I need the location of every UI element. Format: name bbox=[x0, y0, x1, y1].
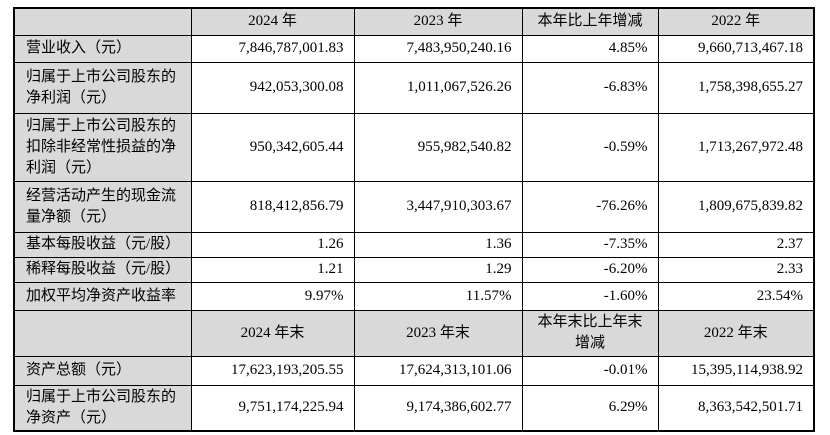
value-2023: 1,011,067,526.26 bbox=[353, 61, 523, 114]
section1-header-row: 2024 年 2023 年 本年比上年增减 2022 年 bbox=[13, 7, 815, 36]
value-2022: 1,809,675,839.82 bbox=[657, 180, 815, 233]
table-row: 经营活动产生的现金流 量净额（元） 818,412,856.79 3,447,9… bbox=[13, 180, 815, 233]
row-label: 基本每股收益（元/股） bbox=[13, 231, 192, 258]
table-row: 基本每股收益（元/股） 1.26 1.36 -7.35% 2.37 bbox=[13, 231, 815, 258]
table-row: 营业收入（元） 7,846,787,001.83 7,483,950,240.1… bbox=[13, 34, 815, 63]
value-2023: 955,982,540.82 bbox=[353, 112, 523, 182]
value-2023: 3,447,910,303.67 bbox=[353, 180, 523, 233]
value-2022: 15,395,114,938.92 bbox=[657, 355, 815, 386]
row-label: 资产总额（元） bbox=[13, 355, 192, 386]
value-2024: 1.21 bbox=[190, 256, 355, 283]
value-2024: 950,342,605.44 bbox=[190, 112, 355, 182]
value-2024: 9.97% bbox=[190, 281, 355, 311]
row-label: 加权平均净资产收益率 bbox=[13, 281, 192, 311]
value-2022: 23.54% bbox=[657, 281, 815, 311]
table-row: 归属于上市公司股东的 扣除非经常性损益的净 利润（元） 950,342,605.… bbox=[13, 112, 815, 182]
corner-cell bbox=[13, 7, 192, 36]
col-header-2024: 2024 年 bbox=[190, 7, 355, 36]
col-header-2023-end: 2023 年末 bbox=[353, 309, 523, 357]
value-change: -76.26% bbox=[521, 180, 659, 233]
value-2024: 7,846,787,001.83 bbox=[190, 34, 355, 63]
corner-cell bbox=[13, 309, 192, 357]
table-row: 归属于上市公司股东的 净资产（元） 9,751,174,225.94 9,174… bbox=[13, 384, 815, 432]
section2-header-row: 2024 年末 2023 年末 本年末比上年末 增减 2022 年末 bbox=[13, 309, 815, 357]
value-2024: 17,623,193,205.55 bbox=[190, 355, 355, 386]
value-2023: 11.57% bbox=[353, 281, 523, 311]
value-2023: 17,624,313,101.06 bbox=[353, 355, 523, 386]
col-header-2024-end: 2024 年末 bbox=[190, 309, 355, 357]
row-label: 归属于上市公司股东的 扣除非经常性损益的净 利润（元） bbox=[13, 112, 192, 182]
row-label: 归属于上市公司股东的 净利润（元） bbox=[13, 61, 192, 114]
value-2024: 9,751,174,225.94 bbox=[190, 384, 355, 432]
table-row: 加权平均净资产收益率 9.97% 11.57% -1.60% 23.54% bbox=[13, 281, 815, 311]
col-header-2023: 2023 年 bbox=[353, 7, 523, 36]
value-2024: 818,412,856.79 bbox=[190, 180, 355, 233]
table-row: 资产总额（元） 17,623,193,205.55 17,624,313,101… bbox=[13, 355, 815, 386]
value-2022: 1,758,398,655.27 bbox=[657, 61, 815, 114]
col-header-2022: 2022 年 bbox=[657, 7, 815, 36]
value-2023: 1.36 bbox=[353, 231, 523, 258]
col-header-change: 本年比上年增减 bbox=[521, 7, 659, 36]
value-2023: 9,174,386,602.77 bbox=[353, 384, 523, 432]
value-change: -6.83% bbox=[521, 61, 659, 114]
value-2023: 7,483,950,240.16 bbox=[353, 34, 523, 63]
value-change: -1.60% bbox=[521, 281, 659, 311]
value-2022: 2.37 bbox=[657, 231, 815, 258]
col-header-change-end: 本年末比上年末 增减 bbox=[521, 309, 659, 357]
col-header-2022-end: 2022 年末 bbox=[657, 309, 815, 357]
value-change: 4.85% bbox=[521, 34, 659, 63]
value-change: -7.35% bbox=[521, 231, 659, 258]
value-2022: 1,713,267,972.48 bbox=[657, 112, 815, 182]
value-2022: 2.33 bbox=[657, 256, 815, 283]
value-change: -0.01% bbox=[521, 355, 659, 386]
row-label: 营业收入（元） bbox=[13, 34, 192, 63]
value-change: -0.59% bbox=[521, 112, 659, 182]
row-label: 归属于上市公司股东的 净资产（元） bbox=[13, 384, 192, 432]
value-2024: 942,053,300.08 bbox=[190, 61, 355, 114]
value-2022: 8,363,542,501.71 bbox=[657, 384, 815, 432]
financial-summary-table: 2024 年 2023 年 本年比上年增减 2022 年 营业收入（元） 7,8… bbox=[13, 7, 815, 432]
value-2024: 1.26 bbox=[190, 231, 355, 258]
value-2022: 9,660,713,467.18 bbox=[657, 34, 815, 63]
value-change: 6.29% bbox=[521, 384, 659, 432]
value-change: -6.20% bbox=[521, 256, 659, 283]
row-label: 稀释每股收益（元/股） bbox=[13, 256, 192, 283]
table-row: 稀释每股收益（元/股） 1.21 1.29 -6.20% 2.33 bbox=[13, 256, 815, 283]
table-row: 归属于上市公司股东的 净利润（元） 942,053,300.08 1,011,0… bbox=[13, 61, 815, 114]
value-2023: 1.29 bbox=[353, 256, 523, 283]
row-label: 经营活动产生的现金流 量净额（元） bbox=[13, 180, 192, 233]
